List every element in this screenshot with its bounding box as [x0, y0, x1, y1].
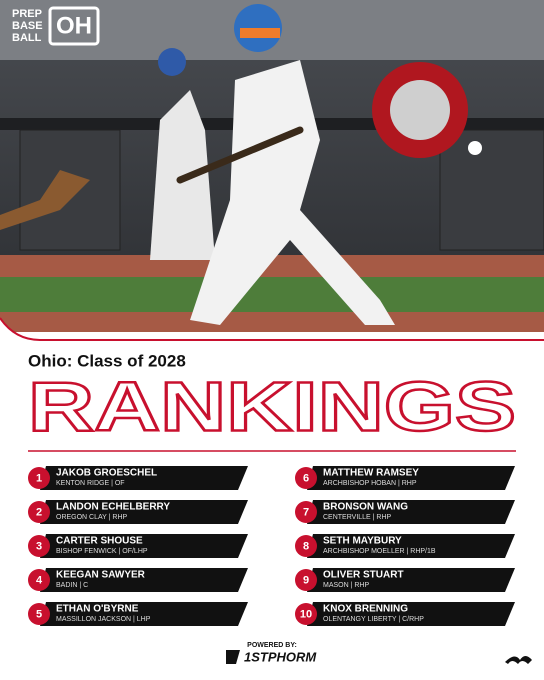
- player-name: JAKOB GROESCHEL: [56, 468, 157, 479]
- player-background: [150, 90, 215, 260]
- player-detail: ARCHBISHOP HOBAN | RHP: [323, 480, 417, 487]
- rank-badge: [295, 603, 317, 625]
- rank-badge: [28, 535, 50, 557]
- title: RANKINGS: [28, 367, 516, 445]
- player-detail: BADIN | C: [56, 582, 88, 589]
- rank-badge: [28, 603, 50, 625]
- logo-word: BASE: [12, 20, 43, 32]
- net: [439, 129, 544, 251]
- row-bar: [40, 466, 248, 490]
- player-detail: OREGON CLAY | RHP: [56, 514, 128, 521]
- player-name: ETHAN O'BYRNE: [56, 604, 139, 615]
- sponsor: 1STPHORM: [244, 649, 317, 664]
- rank-badge: [295, 569, 317, 591]
- player-name: LANDON ECHELBERRY: [56, 502, 170, 513]
- bat: [176, 126, 304, 184]
- player-detail: OLENTANGY LIBERTY | C/RHP: [323, 616, 424, 623]
- rank-number: 6: [303, 472, 309, 484]
- player-name: OLIVER STUART: [323, 570, 404, 581]
- dirt: [0, 312, 544, 332]
- rank-badge: [295, 535, 317, 557]
- ohio-state-logo: [390, 80, 450, 140]
- logo-badge: [48, 6, 100, 46]
- rank-badge: [28, 569, 50, 591]
- row-bar: [307, 602, 515, 626]
- row-bar: [307, 568, 515, 592]
- panel-edge: [0, 317, 544, 341]
- rank-badge: [295, 467, 317, 489]
- logo-text: PREP BASE BALL: [12, 8, 43, 44]
- logo-word: BALL: [12, 32, 42, 44]
- rank-badge: [295, 501, 317, 523]
- player-name: BRONSON WANG: [323, 502, 408, 513]
- row-bar: [307, 534, 515, 558]
- row-bar: [40, 500, 248, 524]
- mizuno-logo: [505, 656, 532, 664]
- rank-number: 9: [303, 574, 309, 586]
- batter: [190, 60, 395, 325]
- player-detail: BISHOP FENWICK | OF/LHP: [56, 548, 148, 555]
- powered-by: POWERED BY:: [247, 642, 297, 649]
- helmet-brim: [240, 28, 280, 38]
- catcher-glove: [0, 170, 90, 230]
- player-detail: MASON | RHP: [323, 582, 369, 589]
- player-detail: CENTERVILLE | RHP: [323, 514, 392, 521]
- player-name: MATTHEW RAMSEY: [323, 468, 419, 479]
- rank-number: 10: [300, 608, 312, 620]
- player-detail: MASSILLON JACKSON | LHP: [56, 616, 151, 623]
- rank-number: 2: [36, 506, 42, 518]
- rank-number: 3: [36, 540, 42, 552]
- row-bar: [40, 534, 248, 558]
- logo-word: PREP: [12, 8, 42, 20]
- player-detail: KENTON RIDGE | OF: [56, 480, 125, 487]
- player-name: CARTER SHOUSE: [56, 536, 143, 547]
- player-name: KEEGAN SAWYER: [56, 570, 146, 581]
- row-bar: [307, 466, 515, 490]
- rank-number: 8: [303, 540, 309, 552]
- subtitle: Ohio: Class of 2028: [28, 351, 186, 370]
- rank-number: 5: [36, 608, 42, 620]
- rank-number: 1: [36, 472, 42, 484]
- player-name: KNOX BRENNING: [323, 604, 408, 615]
- rank-number: 4: [36, 574, 43, 586]
- player-detail: ARCHBISHOP MOELLER | RHP/1B: [323, 548, 436, 555]
- player-name: SETH MAYBURY: [323, 536, 402, 547]
- sponsor-mark: [226, 650, 240, 664]
- row-bar: [40, 602, 248, 626]
- rank-badge: [28, 501, 50, 523]
- row-bar: [40, 568, 248, 592]
- logo-badge-text: OH: [56, 12, 92, 39]
- dirt: [0, 255, 544, 277]
- grass: [0, 277, 544, 312]
- row-bar: [307, 500, 515, 524]
- ball: [468, 141, 482, 155]
- helmet: [158, 48, 186, 76]
- rank-number: 7: [303, 506, 309, 518]
- rank-badge: [28, 467, 50, 489]
